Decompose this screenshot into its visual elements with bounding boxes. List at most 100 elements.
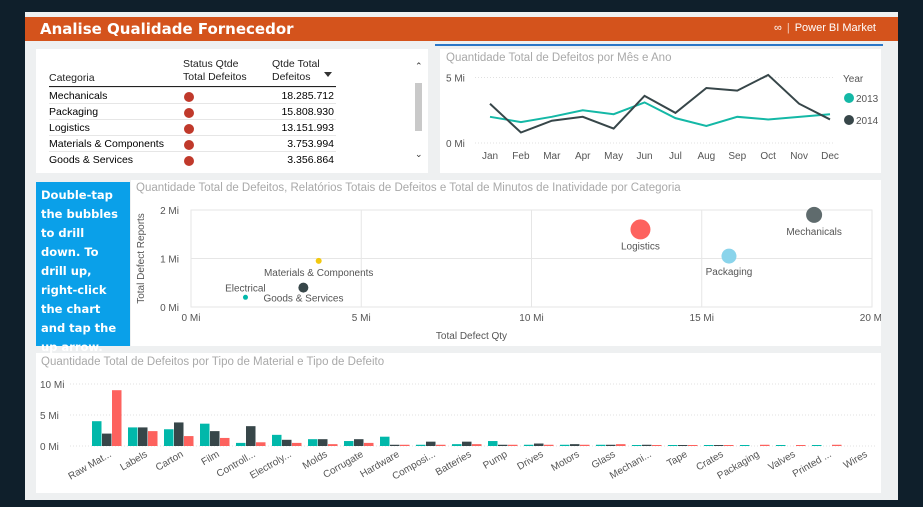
- legend-title: Year: [843, 74, 864, 85]
- bar: [570, 444, 580, 446]
- scroll-thumb[interactable]: [415, 83, 422, 131]
- bar: [760, 444, 770, 446]
- status-dot-icon: [184, 124, 194, 134]
- header-accent-line: [435, 44, 883, 46]
- bar: [112, 390, 122, 446]
- bar: [534, 443, 544, 446]
- col-header-category[interactable]: Categoria: [49, 72, 95, 84]
- bar: [220, 437, 230, 446]
- x-tick-label: Jul: [669, 151, 682, 162]
- table-row[interactable]: Packaging 15.808.930: [49, 103, 336, 120]
- scroll-up-icon[interactable]: ⌃: [415, 61, 423, 71]
- status-dot-icon: [184, 140, 194, 150]
- x-tick-label: Tape: [665, 449, 690, 470]
- status-dot-icon: [184, 108, 194, 118]
- x-tick-label: 0 Mi: [182, 313, 201, 324]
- bubble-label: Goods & Services: [263, 293, 343, 304]
- bar: [668, 445, 678, 446]
- bar: [246, 426, 256, 446]
- y-axis-label: Total Defect Reports: [136, 213, 147, 304]
- bubble[interactable]: [630, 219, 651, 240]
- col-header-total[interactable]: Qtde Total Defeitos: [272, 58, 320, 83]
- cell-category: Mechanicals: [49, 90, 108, 102]
- y-tick-label: 5 Mi: [40, 411, 59, 422]
- x-tick-label: Film: [200, 449, 222, 468]
- x-tick-label: May: [604, 151, 623, 162]
- bar: [596, 444, 606, 446]
- cell-category: Materials & Components: [49, 138, 164, 150]
- scroll-down-icon[interactable]: ⌄: [415, 149, 423, 159]
- table-row[interactable]: Logistics 13.151.993: [49, 119, 336, 136]
- brand: ∞ | Power BI Market: [773, 22, 876, 34]
- line-chart-title: Quantidade Total de Defeitos por Mês e A…: [446, 52, 672, 64]
- cell-total: 18.285.712: [281, 90, 334, 102]
- y-tick-label: 5 Mi: [446, 74, 465, 85]
- x-tick-label: Batteries: [434, 449, 474, 478]
- x-tick-label: Wires: [842, 449, 870, 471]
- x-tick-label: Mechani...: [608, 449, 653, 482]
- sort-desc-icon[interactable]: [324, 72, 332, 77]
- bar: [364, 442, 374, 446]
- bar: [102, 433, 112, 446]
- table-row[interactable]: Mechanicals 18.285.712: [49, 87, 336, 104]
- y-tick-label: 0 Mi: [40, 442, 59, 453]
- bar: [508, 444, 518, 446]
- x-tick-label: 10 Mi: [519, 313, 543, 324]
- x-tick-label: Corrugate: [321, 449, 365, 481]
- x-tick-label: 15 Mi: [690, 313, 714, 324]
- bar: [138, 427, 148, 446]
- bar: [148, 431, 158, 446]
- line-chart[interactable]: 5 Mi 0 Mi Jan Feb Mar Apr May Jun Jul Aug Sep Oct No…: [440, 49, 881, 173]
- y-tick-label: 0 Mi: [160, 303, 179, 314]
- bar: [796, 445, 806, 446]
- table-scrollbar[interactable]: ⌃ ⌄: [414, 59, 423, 164]
- bubble[interactable]: [721, 248, 737, 264]
- table-row[interactable]: Goods & Services 3.356.864: [49, 151, 336, 168]
- bar: [236, 442, 246, 446]
- bar: [328, 444, 338, 446]
- scatter-chart[interactable]: 0 Mi 5 Mi 10 Mi 15 Mi 20 Mi 0 Mi 1 Mi 2 Mi Total…: [131, 180, 881, 346]
- legend-marker-icon: [844, 93, 854, 103]
- bar: [308, 439, 318, 446]
- x-tick-label: Labels: [118, 449, 149, 473]
- scatter-chart-panel: Quantidade Total de Defeitos, Relatórios…: [131, 180, 881, 346]
- bubble[interactable]: [315, 257, 322, 264]
- bubble[interactable]: [298, 282, 309, 293]
- bar-chart-title: Quantidade Total de Defeitos por Tipo de…: [41, 356, 385, 368]
- bar: [436, 444, 446, 446]
- x-tick-label: Mar: [543, 151, 561, 162]
- legend-label: 2013: [856, 94, 879, 105]
- cell-total: 3.753.994: [287, 138, 334, 150]
- bubble[interactable]: [242, 294, 248, 300]
- bar: [426, 441, 436, 446]
- status-dot-icon: [184, 156, 194, 166]
- x-tick-label: Raw Mat...: [67, 449, 114, 482]
- x-tick-label: 20 Mi: [860, 313, 881, 324]
- x-tick-label: Pump: [481, 449, 510, 472]
- cell-total: 3.356.864: [287, 154, 334, 166]
- series-line-2013: [489, 101, 831, 128]
- bar: [544, 444, 554, 446]
- x-tick-label: Jan: [482, 151, 498, 162]
- col-header-status[interactable]: Status Qtde Total Defeitos: [183, 58, 247, 83]
- bar: [524, 444, 534, 446]
- bar: [724, 445, 734, 446]
- cell-total: 13.151.993: [281, 122, 334, 134]
- table-row[interactable]: Materials & Components 3.753.994: [49, 135, 336, 152]
- bar: [256, 442, 266, 446]
- brand-name: Power BI Market: [794, 22, 876, 34]
- x-tick-label: Motors: [550, 449, 582, 474]
- bar: [92, 421, 102, 446]
- bar-chart[interactable]: 10 Mi 5 Mi 0 Mi Raw Mat... Labels Carton Film C…: [36, 353, 881, 493]
- table-panel: Categoria Status Qtde Total Defeitos Qtd…: [36, 49, 428, 173]
- x-tick-label: Oct: [760, 151, 776, 162]
- bar: [472, 444, 482, 446]
- bar: [318, 439, 328, 446]
- bar: [282, 439, 292, 446]
- bar: [606, 444, 616, 446]
- bar: [128, 427, 138, 446]
- bubble[interactable]: [806, 206, 823, 223]
- legend-label: 2014: [856, 116, 879, 127]
- bar: [184, 436, 194, 446]
- bar: [776, 445, 786, 446]
